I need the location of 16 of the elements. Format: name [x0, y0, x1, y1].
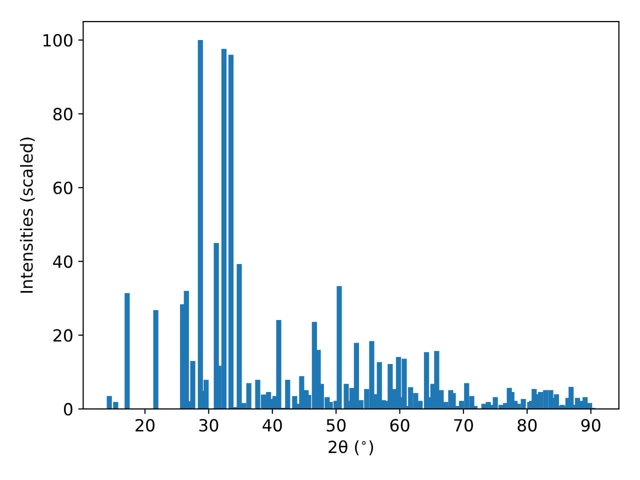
y-tick-label: 80	[53, 108, 72, 120]
x-tick-label: 60	[390, 418, 410, 432]
x-tick-label: 30	[199, 418, 218, 432]
x-axis-title: 2θ ($^{∘}$)	[328, 440, 374, 456]
y-axis-title: Intensities (scaled)	[20, 138, 35, 293]
y-tick-label: 20	[53, 329, 72, 342]
x-tick-label: 20	[136, 418, 154, 432]
y-tick-label: 40	[53, 255, 72, 268]
y-tick-label: 0	[64, 402, 72, 416]
x-tick-label: 80	[518, 418, 537, 432]
x-tick-label: 40	[262, 418, 282, 432]
y-tick-label: 60	[53, 182, 72, 194]
x-tick-label: 90	[581, 418, 600, 432]
x-tick-label: 70	[454, 418, 473, 432]
y-tick-label: 100	[43, 34, 72, 47]
x-tick-label: 50	[326, 418, 346, 432]
